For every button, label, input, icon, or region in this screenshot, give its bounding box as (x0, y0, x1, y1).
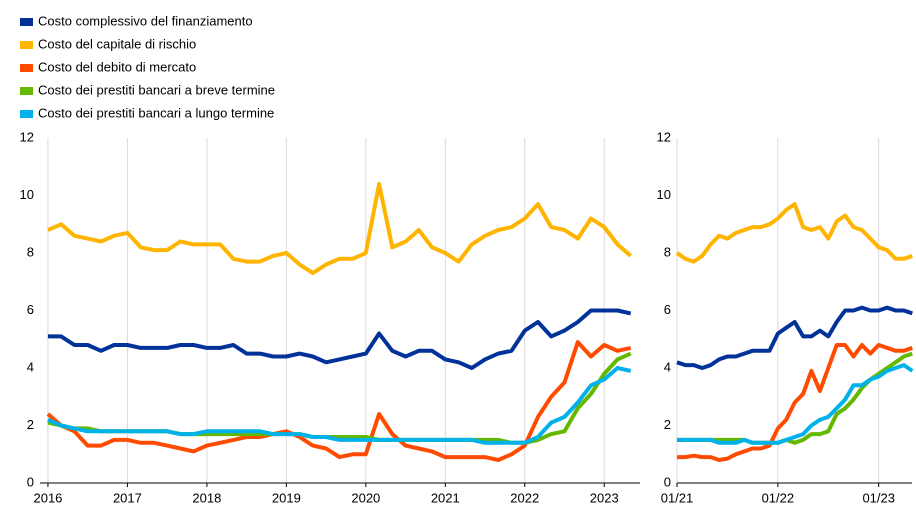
series-line (47, 308, 632, 370)
x-tick-label: 2023 (590, 490, 619, 505)
y-tick-label: 8 (27, 244, 34, 259)
x-tick-label: 2019 (272, 490, 301, 505)
x-tick-label: 2022 (510, 490, 539, 505)
series-line (677, 343, 913, 462)
x-tick-label: 2016 (33, 490, 62, 505)
y-tick-label: 2 (664, 417, 671, 432)
x-tick-label: 2020 (351, 490, 380, 505)
y-tick-label: 4 (664, 359, 671, 374)
y-tick-label: 12 (657, 129, 671, 144)
legend-swatch (20, 64, 33, 72)
x-tick-label: 01/23 (862, 490, 895, 505)
legend-swatch (20, 41, 33, 49)
series-line (47, 366, 632, 445)
y-tick-label: 0 (27, 474, 34, 489)
series-line (47, 182, 633, 276)
y-tick-label: 8 (664, 244, 671, 259)
y-tick-label: 4 (27, 359, 34, 374)
y-tick-label: 6 (27, 302, 34, 317)
y-tick-label: 10 (657, 187, 671, 202)
x-tick-label: 2017 (113, 490, 142, 505)
series-line (677, 351, 913, 445)
legend-label: Costo complessivo del finanziamento (38, 13, 253, 28)
y-tick-label: 12 (20, 129, 34, 144)
x-tick-label: 2021 (431, 490, 460, 505)
legend-label: Costo del debito di mercato (38, 59, 196, 74)
series-line (676, 305, 913, 370)
y-tick-label: 2 (27, 417, 34, 432)
x-tick-label: 2018 (192, 490, 221, 505)
legend-swatch (20, 87, 33, 95)
x-tick-label: 01/21 (661, 490, 694, 505)
legend-swatch (20, 18, 33, 26)
legend-label: Costo dei prestiti bancari a lungo termi… (38, 105, 274, 120)
legend-label: Costo dei prestiti bancari a breve termi… (38, 82, 275, 97)
series-line (675, 202, 913, 264)
y-tick-label: 0 (664, 474, 671, 489)
y-tick-label: 10 (20, 187, 34, 202)
y-tick-label: 6 (664, 302, 671, 317)
legend-label: Costo del capitale di rischio (38, 36, 196, 51)
legend-swatch (20, 110, 33, 118)
series-line (46, 340, 632, 462)
series-line (677, 363, 914, 445)
x-tick-label: 01/22 (762, 490, 795, 505)
